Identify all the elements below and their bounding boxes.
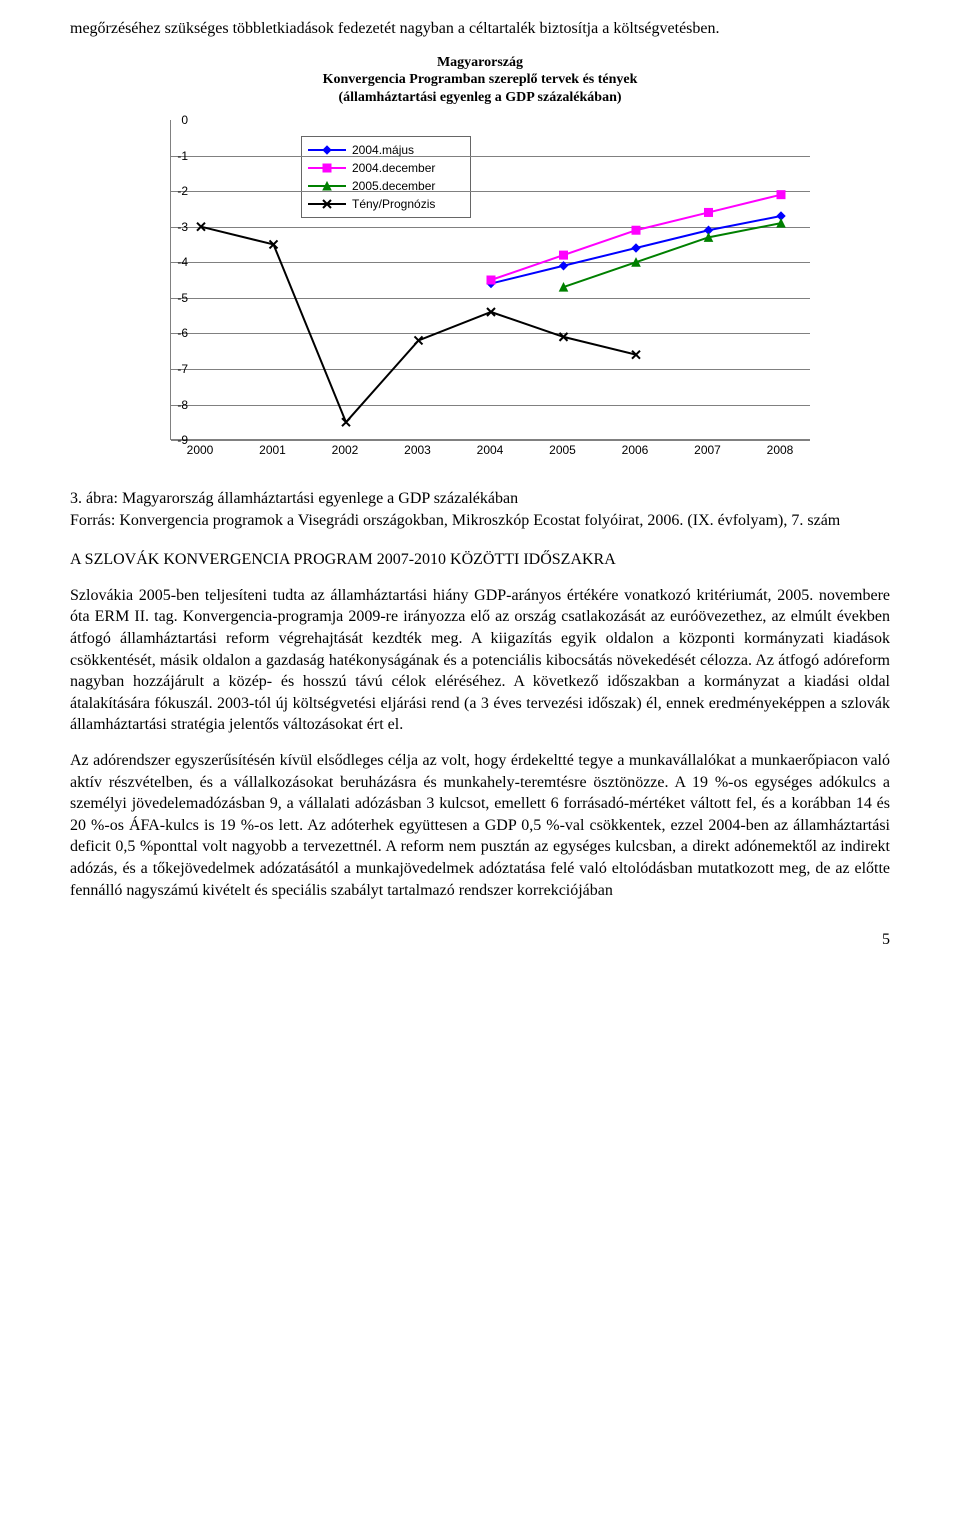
x-axis-label: 2002: [332, 442, 359, 458]
y-axis-label: -3: [160, 219, 188, 235]
chart-title-line2: Konvergencia Programban szereplő tervek …: [323, 72, 638, 87]
chart-container: Magyarország Konvergencia Programban sze…: [130, 54, 830, 471]
y-axis-label: -8: [160, 396, 188, 412]
plot-area: 2004.május2004.december2005.decemberTény…: [170, 120, 810, 440]
x-axis-label: 2004: [477, 442, 504, 458]
intro-paragraph: megőrzéséhez szükséges többletkiadások f…: [70, 18, 890, 40]
chart-box: 2004.május2004.december2005.decemberTény…: [130, 110, 830, 470]
chart-title-line1: Magyarország: [437, 55, 523, 70]
y-axis-label: -6: [160, 325, 188, 341]
figure-caption: 3. ábra: Magyarország államháztartási eg…: [70, 488, 890, 531]
x-axis-label: 2005: [549, 442, 576, 458]
y-axis-label: -4: [160, 254, 188, 270]
body-paragraph-2: Az adórendszer egyszerűsítésén kívül els…: [70, 750, 890, 901]
chart-title-line3: (államháztartási egyenleg a GDP százalék…: [338, 90, 621, 105]
x-axis-label: 2003: [404, 442, 431, 458]
gridline: [171, 440, 810, 441]
y-axis-label: -2: [160, 183, 188, 199]
chart-title: Magyarország Konvergencia Programban sze…: [130, 54, 830, 107]
section-heading: A SZLOVÁK KONVERGENCIA PROGRAM 2007-2010…: [70, 549, 890, 571]
y-axis-label: -9: [160, 432, 188, 448]
y-axis-label: -1: [160, 148, 188, 164]
page-number: 5: [70, 929, 890, 951]
y-axis-label: 0: [160, 112, 188, 128]
y-axis-label: -7: [160, 361, 188, 377]
body-paragraph-1: Szlovákia 2005-ben teljesíteni tudta az …: [70, 585, 890, 736]
x-axis-label: 2008: [767, 442, 794, 458]
x-axis-label: 2001: [259, 442, 286, 458]
y-axis-label: -5: [160, 290, 188, 306]
chart-series: [171, 120, 811, 440]
x-axis-label: 2006: [622, 442, 649, 458]
x-axis-label: 2000: [187, 442, 214, 458]
x-axis-label: 2007: [694, 442, 721, 458]
